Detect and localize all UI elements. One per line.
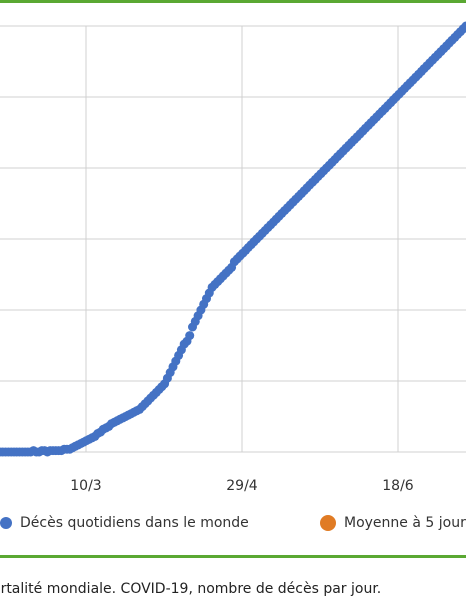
frame-bottom-border — [0, 555, 466, 558]
legend-marker-daily — [0, 517, 12, 529]
scatter-chart: 10/3 29/4 18/6 Décès quotidiens dans le mon… — [0, 21, 466, 531]
x-tick-label: 29/4 — [226, 478, 258, 494]
x-tick-label: 10/3 — [70, 478, 101, 494]
figure-caption: ortalité mondiale. COVID-19, nombre de d… — [0, 581, 382, 597]
x-tick-label: 18/6 — [382, 478, 414, 494]
legend-marker-average — [320, 515, 336, 531]
legend-label-average: Moyenne à 5 jours — [344, 515, 466, 531]
legend-label-daily: Décès quotidiens dans le monde — [20, 515, 249, 531]
frame-top-border — [0, 0, 466, 3]
series-daily-point — [185, 331, 195, 341]
series-daily-point — [461, 21, 466, 31]
